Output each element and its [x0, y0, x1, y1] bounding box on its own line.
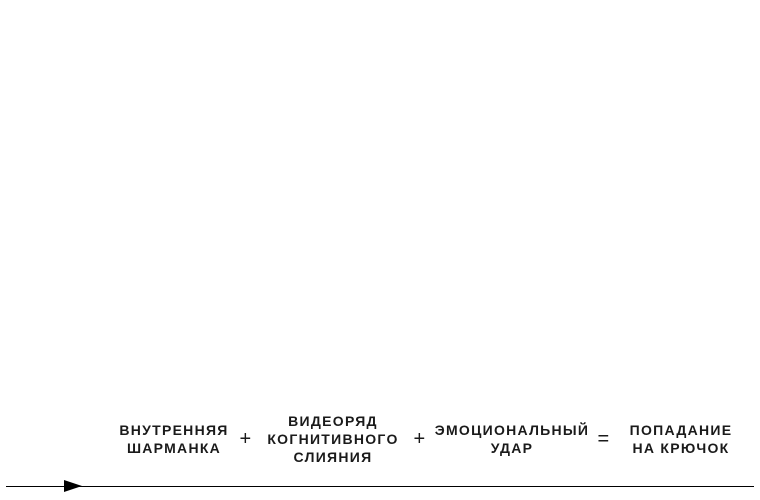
equation-operator-2: =: [592, 428, 616, 451]
equation-term-2: ЭМОЦИОНАЛЬНЫЙ УДАР: [432, 421, 592, 457]
equation-operator-1: +: [408, 428, 432, 451]
equation-operator-0: +: [234, 428, 258, 451]
equation-row: ВНУТРЕННЯЯ ШАРМАНКА+ВИДЕОРЯД КОГНИТИВНОГ…: [0, 412, 760, 466]
timeline-arrowhead-icon: [64, 480, 82, 492]
equation-term-0: ВНУТРЕННЯЯ ШАРМАНКА: [114, 421, 234, 457]
equation-term-3: ПОПАДАНИЕ НА КРЮЧОК: [616, 421, 746, 457]
equation-term-1: ВИДЕОРЯД КОГНИТИВНОГО СЛИЯНИЯ: [258, 412, 408, 466]
diagram-canvas: ВНУТРЕННЯЯ ШАРМАНКА+ВИДЕОРЯД КОГНИТИВНОГ…: [0, 0, 760, 500]
timeline-axis: [6, 486, 754, 487]
